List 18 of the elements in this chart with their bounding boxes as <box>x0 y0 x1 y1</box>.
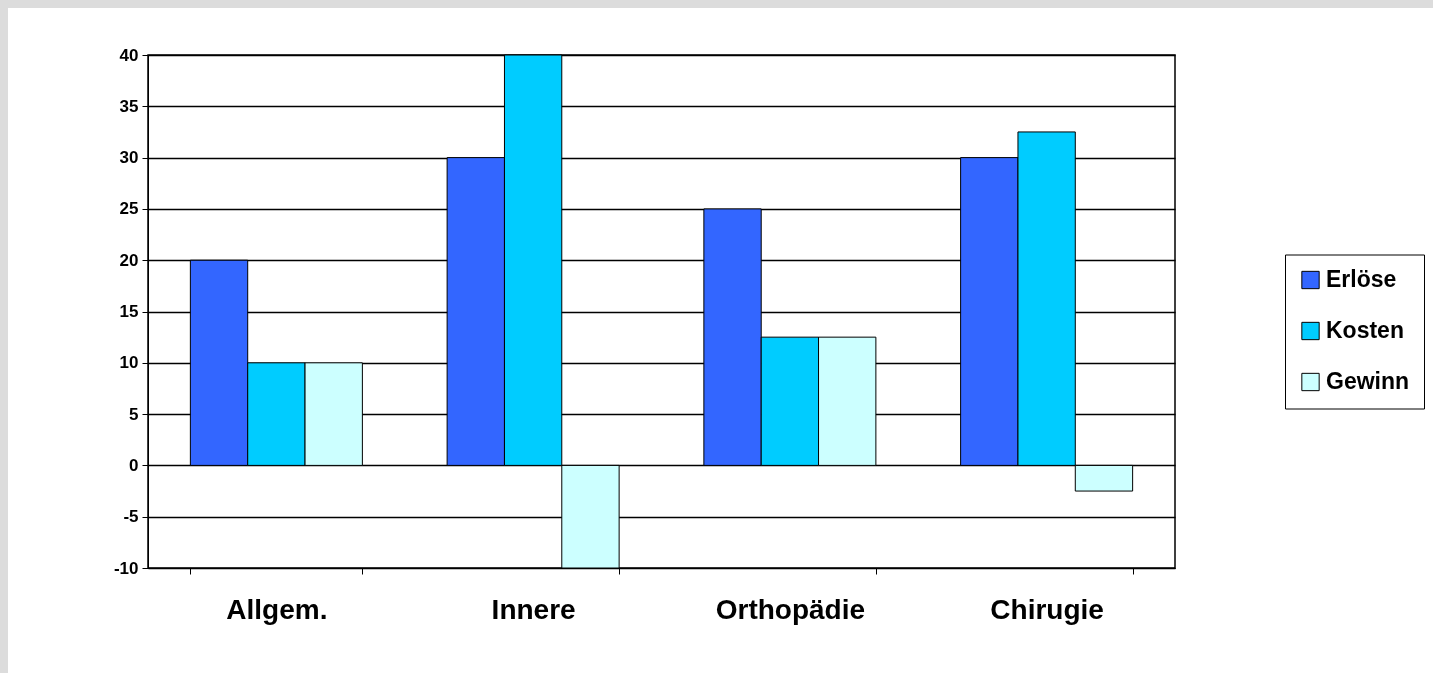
y-tick-label: 30 <box>119 148 139 168</box>
y-tick-label: 0 <box>129 455 139 475</box>
x-tick-label: Chirugie <box>990 593 1104 625</box>
x-tick-label: Innere <box>491 593 576 625</box>
y-tick-label: 20 <box>119 250 139 270</box>
y-tick-label: 15 <box>119 302 139 321</box>
y-tick-label: 25 <box>119 199 139 219</box>
legend-label: Gewinn <box>1326 368 1410 394</box>
x-tick-label: Allgem. <box>226 593 328 625</box>
y-tick-label: -5 <box>123 507 139 527</box>
y-tick-label: 35 <box>119 96 139 116</box>
x-tick-label: Orthopädie <box>715 593 866 625</box>
legend-label: Kosten <box>1326 317 1404 343</box>
y-tick-label: -10 <box>113 558 139 578</box>
y-tick-label: 10 <box>119 353 139 373</box>
y-tick-label: 5 <box>129 404 139 424</box>
legend-label: Erlöse <box>1326 266 1397 292</box>
y-tick-label: 40 <box>119 45 139 65</box>
